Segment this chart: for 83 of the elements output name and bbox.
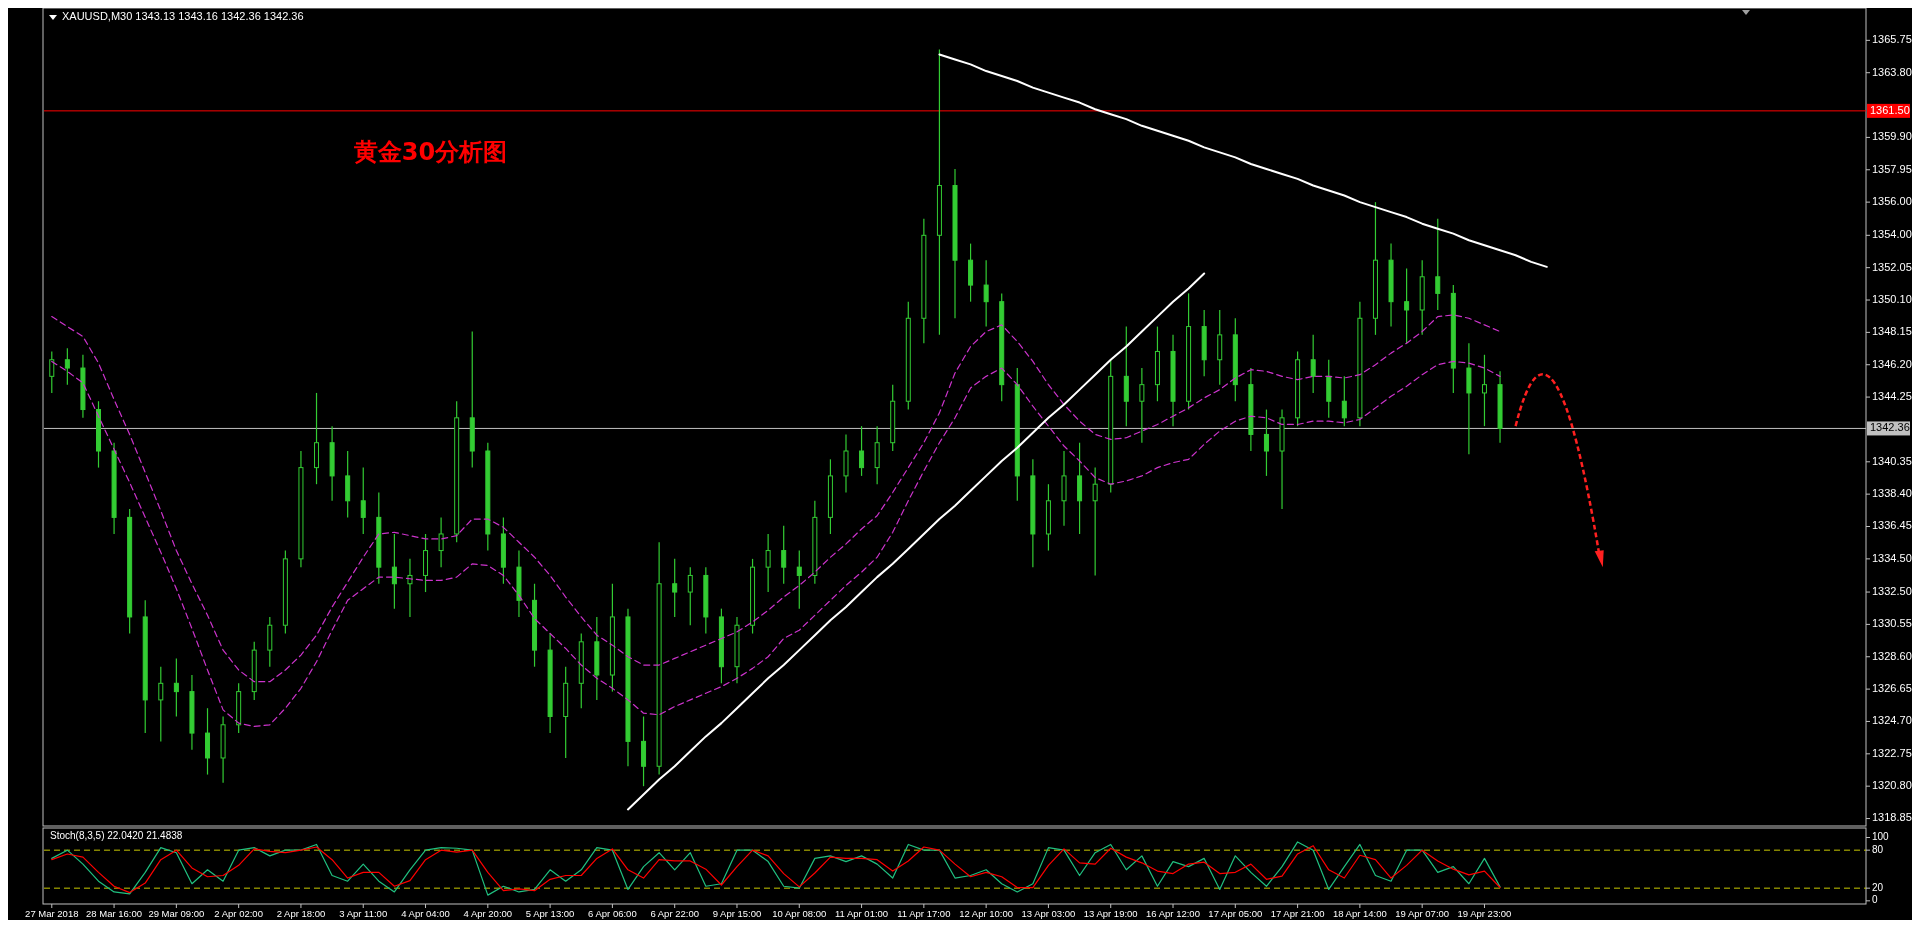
y-tick-label: 1324.70: [1872, 714, 1912, 727]
ref-line-label: 1342.36: [1870, 421, 1910, 434]
candlestick: [49, 350, 55, 394]
y-tick-label: 1359.90: [1872, 130, 1912, 143]
y-tick-label: 1352.05: [1872, 260, 1912, 273]
x-tick-label: 11 Apr 01:00: [834, 908, 889, 919]
y-tick-label: 1363.80: [1872, 65, 1912, 78]
x-tick-label: 17 Apr 21:00: [1270, 908, 1325, 919]
y-tick-label: 1350.10: [1872, 292, 1912, 305]
y-tick-label: 1354.00: [1872, 228, 1912, 241]
y-tick-label: 1320.80: [1872, 779, 1912, 792]
x-tick-label: 6 Apr 06:00: [588, 908, 637, 919]
x-tick-label: 12 Apr 10:00: [959, 908, 1014, 919]
y-tick-label: 1344.25: [1872, 390, 1912, 402]
candlestick: [687, 566, 693, 626]
chart-subtitle: XAUUSD,M30 1343.13 1343.16 1342.36 1342.36: [62, 10, 304, 22]
y-tick-label: 1346.20: [1872, 357, 1912, 370]
candlestick: [173, 657, 179, 718]
y-tick-label: 1334.50: [1872, 551, 1912, 564]
x-tick-label: 9 Apr 15:00: [712, 908, 762, 919]
x-tick-label: 16 Apr 12:00: [1146, 908, 1200, 919]
x-tick-label: 13 Apr 03:00: [1021, 908, 1076, 919]
x-tick-label: 29 Mar 09:00: [148, 908, 205, 919]
candlestick: [360, 467, 366, 535]
candlestick: [438, 516, 444, 568]
x-tick-label: 2 Apr 02:00: [214, 908, 263, 919]
y-tick-label: 1318.85: [1872, 811, 1912, 824]
y-tick-label: 100: [1872, 831, 1890, 843]
y-tick-label: 1326.65: [1872, 682, 1912, 695]
x-tick-label: 13 Apr 19:00: [1083, 908, 1138, 919]
x-tick-label: 5 Apr 13:00: [525, 908, 575, 919]
line-series: [51, 360, 1501, 728]
y-tick-label: 1322.75: [1872, 746, 1912, 759]
y-tick-label: 1348.15: [1872, 325, 1912, 338]
y-tick-label: 20: [1872, 881, 1884, 893]
candlestick: [158, 666, 164, 742]
y-tick-label: 1338.40: [1872, 487, 1912, 500]
candlestick: [796, 549, 802, 610]
y-tick-label: 1365.75: [1872, 33, 1912, 46]
x-tick-label: 19 Apr 23:00: [1457, 908, 1512, 919]
candlestick: [1263, 408, 1269, 477]
x-tick-label: 17 Apr 05:00: [1208, 908, 1263, 919]
candlestick: [781, 525, 787, 585]
y-tick-label: 1330.55: [1872, 617, 1912, 630]
candlestick: [1404, 267, 1410, 344]
x-tick-label: 19 Apr 07:00: [1395, 908, 1450, 919]
x-tick-label: 10 Apr 08:00: [772, 908, 827, 919]
y-tick-label: 1357.95: [1872, 162, 1912, 175]
candlestick: [391, 533, 397, 610]
y-tick-label: 1340.35: [1872, 454, 1912, 467]
x-tick-label: 4 Apr 04:00: [401, 908, 450, 919]
y-tick-label: 1332.50: [1872, 584, 1912, 597]
y-tick-label: 80: [1872, 843, 1884, 855]
y-tick-label: 1336.45: [1872, 519, 1912, 532]
x-tick-label: 4 Apr 20:00: [463, 908, 513, 919]
y-tick-label: 1356.00: [1872, 195, 1912, 208]
candlestick: [64, 347, 70, 386]
candlestick: [859, 425, 865, 477]
candlestick: [1481, 354, 1487, 427]
x-tick-label: 11 Apr 17:00: [897, 908, 951, 919]
x-tick-label: 3 Apr 11:00: [339, 908, 388, 919]
candlestick: [983, 259, 989, 328]
ref-line-label: 1361.50: [1870, 103, 1910, 116]
line-series: [938, 53, 1548, 268]
candlestick: [1310, 334, 1316, 394]
x-tick-label: 28 Mar 16:00: [86, 908, 143, 919]
line-series: [626, 272, 1206, 811]
x-tick-label: 2 Apr 18:00: [276, 908, 326, 919]
x-tick-label: 6 Apr 22:00: [650, 908, 699, 919]
candlestick: [1435, 218, 1441, 311]
line-series: [51, 314, 1501, 683]
candlestick: [1341, 375, 1347, 427]
y-tick-label: 1328.60: [1872, 649, 1912, 662]
candlestick: [765, 533, 771, 593]
candlestick: [672, 558, 678, 618]
text: 黄金30分析图: [352, 138, 508, 166]
chart-title: Stoch(8,3,5) 22.0420 21.4838: [50, 830, 183, 841]
candlestick: [1139, 367, 1145, 444]
x-tick-label: 27 Mar 2018: [25, 908, 79, 919]
y-tick-label: 0: [1872, 894, 1878, 906]
candlestick: [407, 558, 413, 618]
candlestick: [1092, 467, 1098, 577]
x-tick-label: 18 Apr 14:00: [1332, 908, 1387, 919]
